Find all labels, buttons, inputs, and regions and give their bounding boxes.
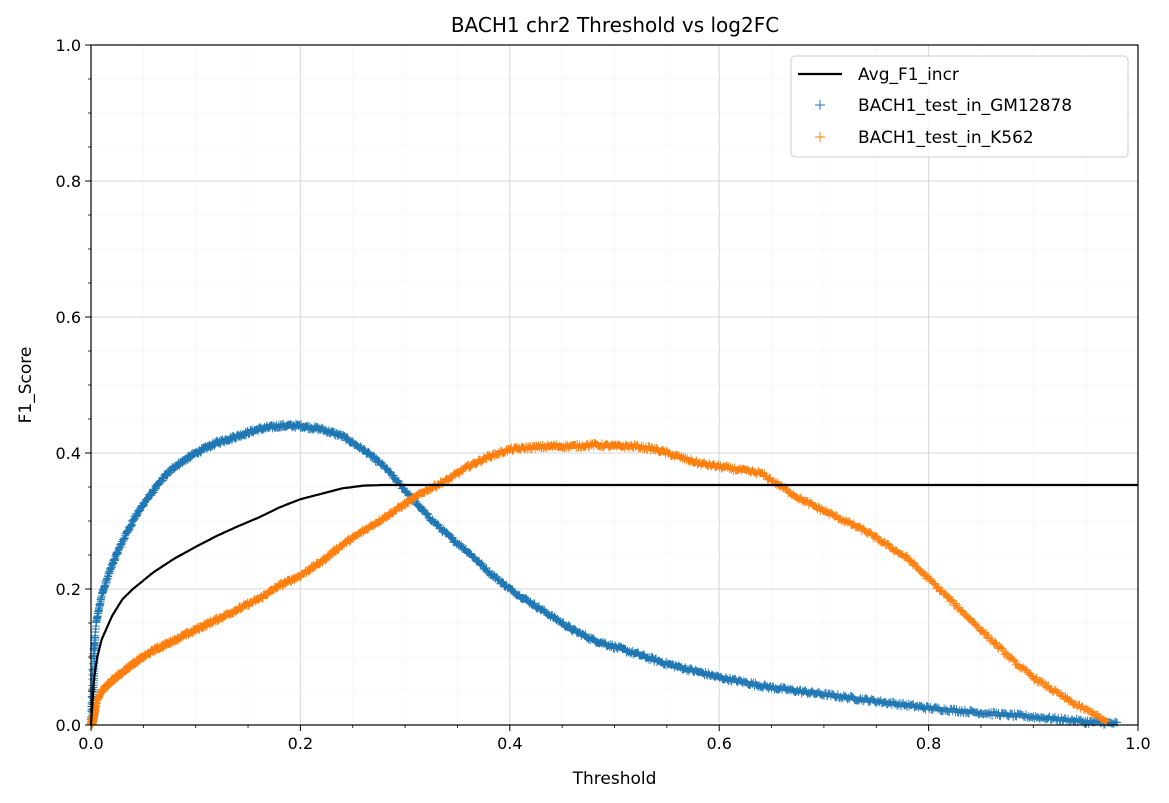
y-axis-label: F1_Score bbox=[16, 347, 36, 424]
x-tick-label: 1.0 bbox=[1125, 734, 1150, 753]
legend-label-gm12878: BACH1_test_in_GM12878 bbox=[858, 96, 1072, 116]
major-grid bbox=[91, 45, 1138, 725]
chart-title: BACH1 chr2 Threshold vs log2FC bbox=[451, 13, 779, 37]
y-tick-label: 0.4 bbox=[56, 444, 81, 463]
legend: Avg_F1_incr BACH1_test_in_GM12878 BACH1_… bbox=[790, 55, 1129, 158]
x-tick-label: 0.2 bbox=[288, 734, 313, 753]
x-axis-label: Threshold bbox=[572, 769, 657, 789]
x-tick-label: 0.0 bbox=[78, 734, 103, 753]
x-tick-label: 0.6 bbox=[706, 734, 731, 753]
y-tick-label: 0.8 bbox=[56, 172, 81, 191]
minor-grid bbox=[91, 45, 1138, 725]
line-Avg_F1_incr bbox=[89, 483, 1138, 725]
legend-swatch-k562 bbox=[815, 132, 825, 142]
legend-label-avg-f1: Avg_F1_incr bbox=[858, 65, 959, 85]
x-tick-label: 0.8 bbox=[916, 734, 941, 753]
y-tick-label: 0.0 bbox=[56, 716, 81, 735]
legend-box bbox=[790, 55, 1129, 158]
y-tick-label: 0.6 bbox=[56, 308, 81, 327]
legend-label-k562: BACH1_test_in_K562 bbox=[858, 128, 1034, 148]
legend-swatch-gm12878 bbox=[815, 100, 825, 110]
x-tick-label: 0.4 bbox=[497, 734, 522, 753]
axis-ticks: 0.0 0.2 0.4 0.6 0.8 1.0 0.0 0.2 0.4 0.6 0.8 1.0 bbox=[56, 36, 1151, 753]
y-tick-label: 0.2 bbox=[56, 580, 81, 599]
y-tick-label: 1.0 bbox=[56, 36, 81, 55]
